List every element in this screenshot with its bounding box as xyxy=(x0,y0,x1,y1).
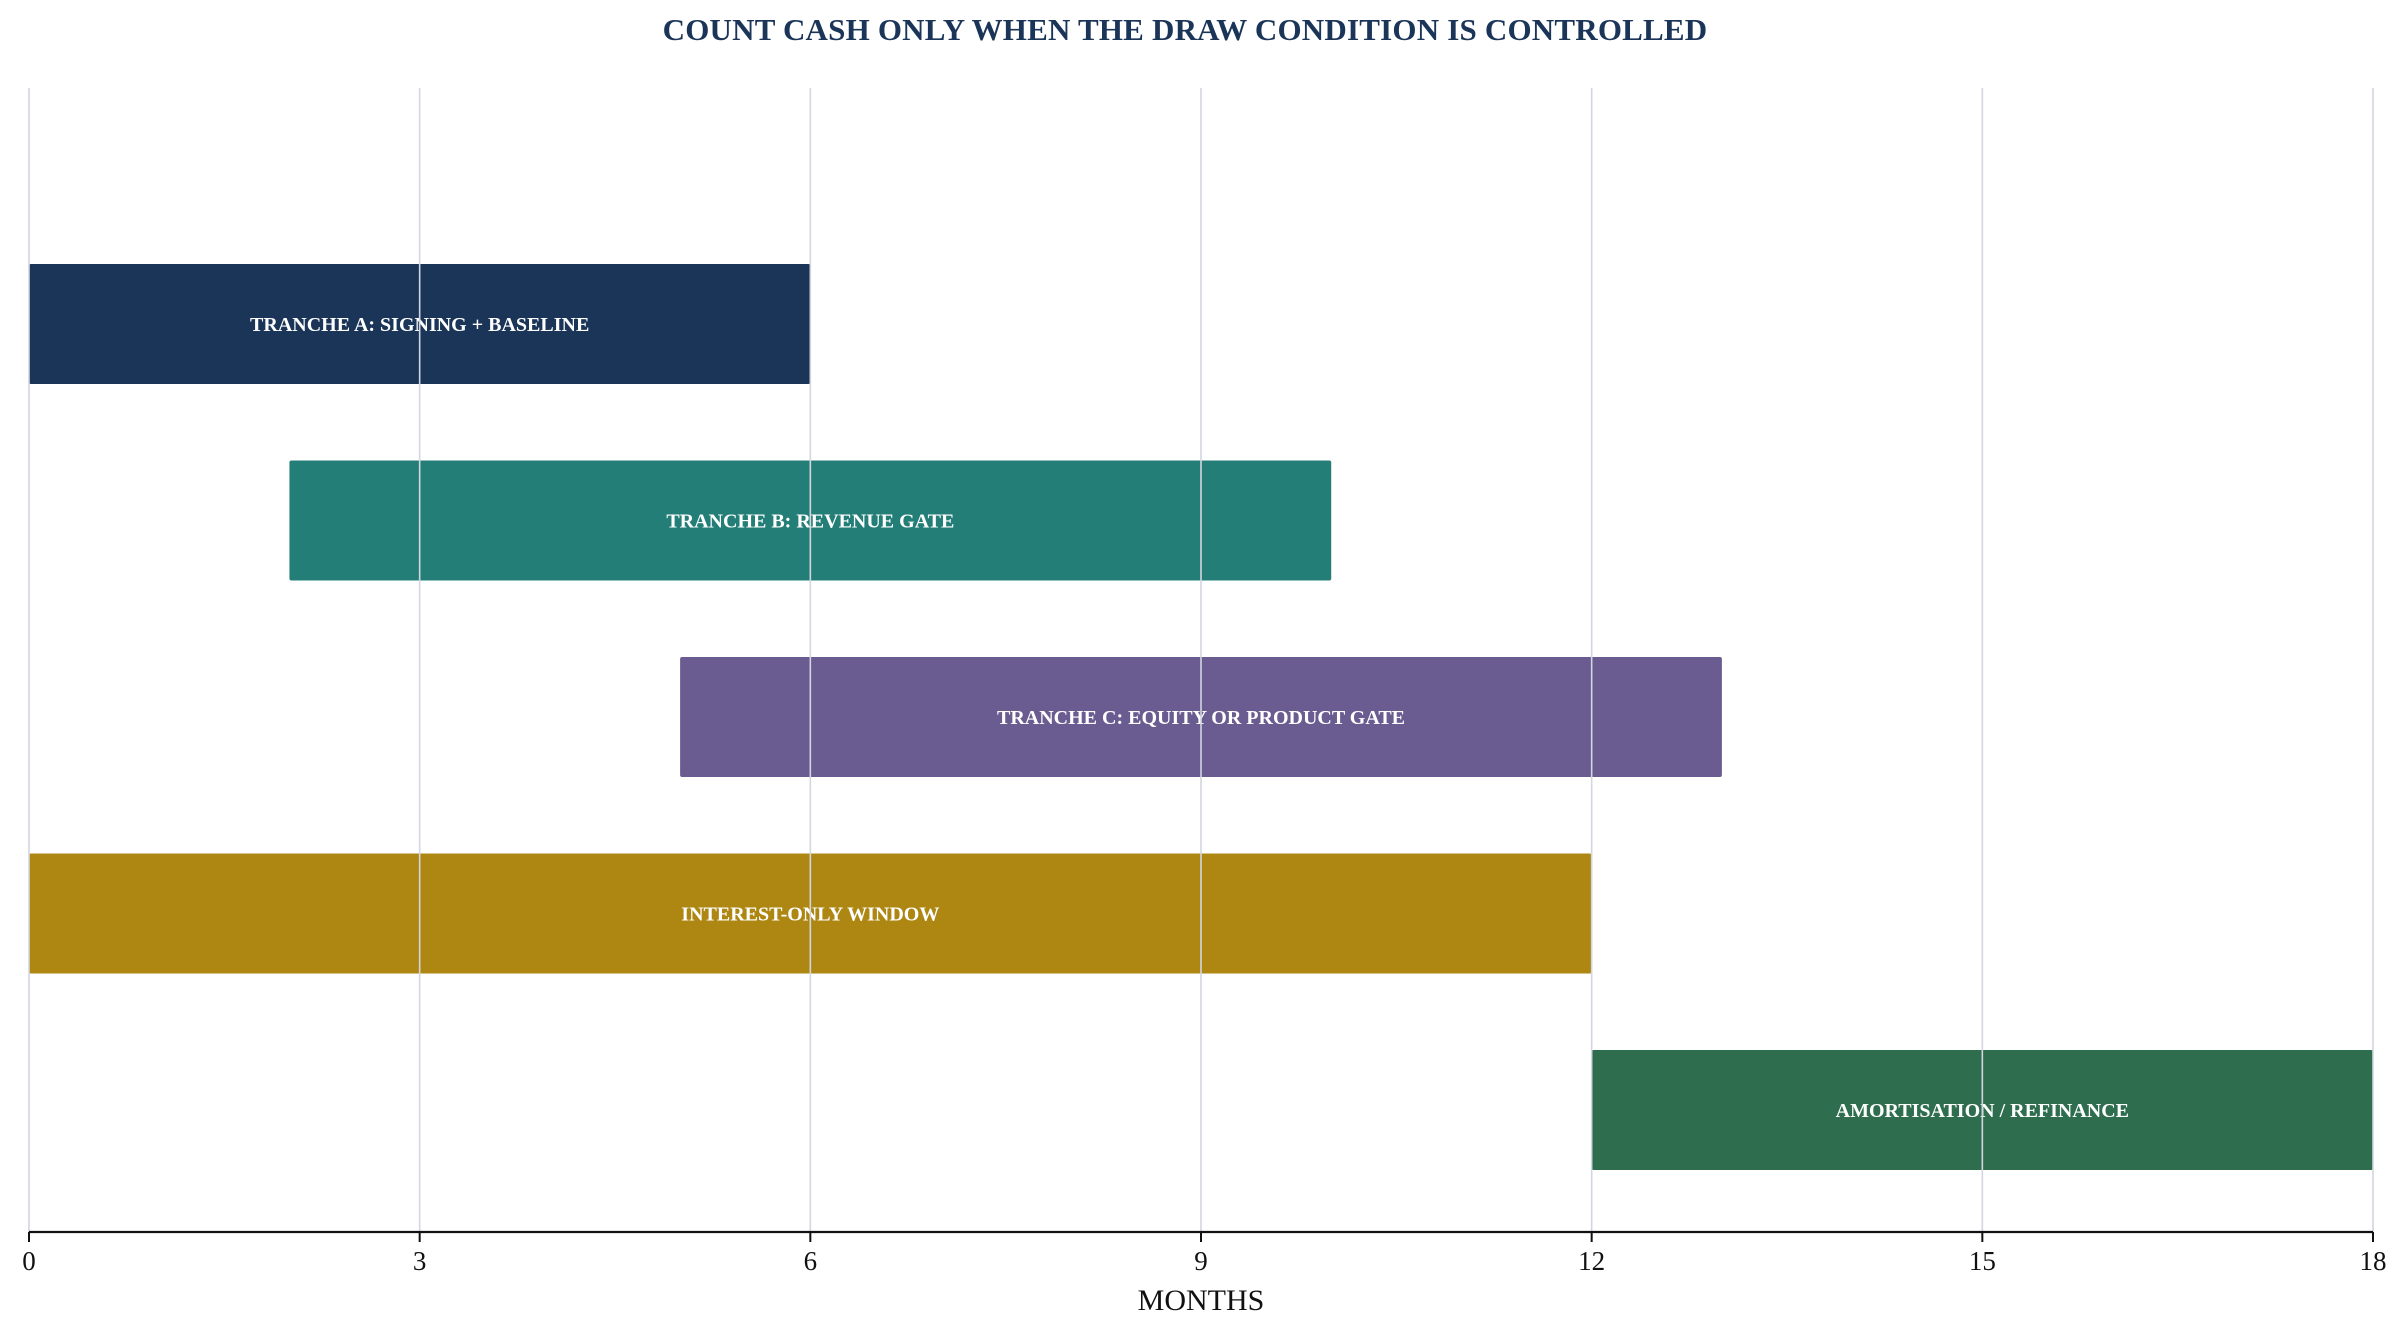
x-tick-label: 15 xyxy=(1969,1246,1996,1276)
x-axis: 0 3 6 9 12 15 18 xyxy=(22,1230,2387,1276)
chart-title: COUNT CASH ONLY WHEN THE DRAW CONDITION … xyxy=(662,12,1708,47)
x-tick-label: 6 xyxy=(804,1246,818,1276)
x-tick-label: 12 xyxy=(1578,1246,1605,1276)
x-tick-label: 9 xyxy=(1194,1246,1208,1276)
x-axis-label: MONTHS xyxy=(1138,1284,1265,1317)
x-tick-label: 0 xyxy=(22,1246,36,1276)
x-tick-label: 18 xyxy=(2360,1246,2387,1276)
x-tick-label: 3 xyxy=(413,1246,427,1276)
